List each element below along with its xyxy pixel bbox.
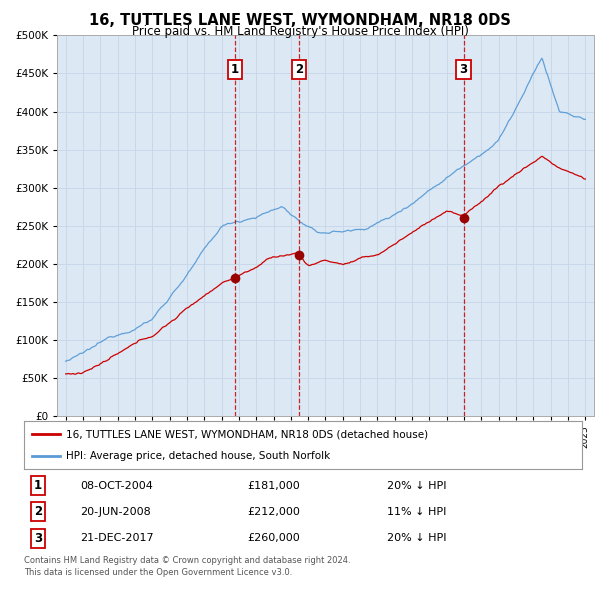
Text: 21-DEC-2017: 21-DEC-2017 — [80, 533, 154, 543]
Text: 16, TUTTLES LANE WEST, WYMONDHAM, NR18 0DS (detached house): 16, TUTTLES LANE WEST, WYMONDHAM, NR18 0… — [66, 429, 428, 439]
Text: £212,000: £212,000 — [247, 507, 300, 517]
Text: 3: 3 — [34, 532, 42, 545]
Text: 20% ↓ HPI: 20% ↓ HPI — [387, 533, 446, 543]
Text: 1: 1 — [34, 479, 42, 492]
Text: 11% ↓ HPI: 11% ↓ HPI — [387, 507, 446, 517]
Text: 2: 2 — [34, 505, 42, 519]
Text: 3: 3 — [460, 63, 467, 76]
Text: 20% ↓ HPI: 20% ↓ HPI — [387, 480, 446, 490]
Text: £260,000: £260,000 — [247, 533, 300, 543]
Text: 2: 2 — [295, 63, 303, 76]
Text: 20-JUN-2008: 20-JUN-2008 — [80, 507, 151, 517]
Text: HPI: Average price, detached house, South Norfolk: HPI: Average price, detached house, Sout… — [66, 451, 330, 461]
Text: Price paid vs. HM Land Registry's House Price Index (HPI): Price paid vs. HM Land Registry's House … — [131, 25, 469, 38]
Text: 1: 1 — [231, 63, 239, 76]
Text: £181,000: £181,000 — [247, 480, 300, 490]
Text: Contains HM Land Registry data © Crown copyright and database right 2024.: Contains HM Land Registry data © Crown c… — [24, 556, 350, 565]
Text: 16, TUTTLES LANE WEST, WYMONDHAM, NR18 0DS: 16, TUTTLES LANE WEST, WYMONDHAM, NR18 0… — [89, 13, 511, 28]
Text: 08-OCT-2004: 08-OCT-2004 — [80, 480, 152, 490]
Text: This data is licensed under the Open Government Licence v3.0.: This data is licensed under the Open Gov… — [24, 568, 292, 576]
